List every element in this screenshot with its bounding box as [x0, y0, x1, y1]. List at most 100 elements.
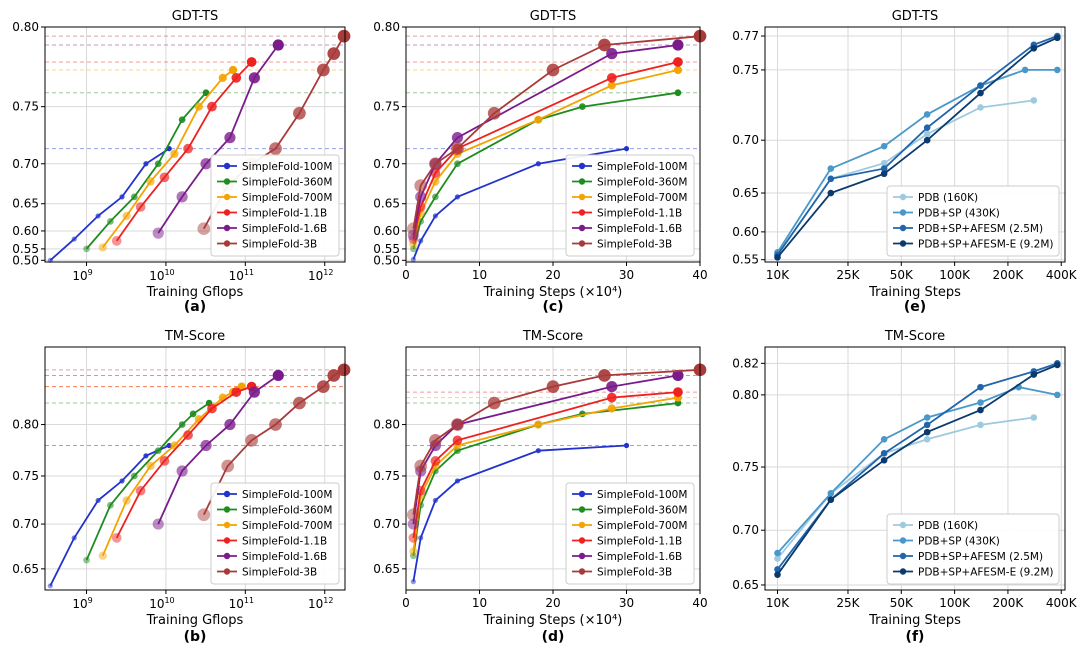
legend: SimpleFold-100M SimpleFold-360M SimpleFold…	[210, 154, 340, 257]
data-point	[327, 47, 341, 60]
data-point	[827, 189, 835, 197]
legend-label: SimpleFold-700M	[242, 192, 332, 204]
data-point	[269, 142, 282, 155]
data-point	[200, 439, 212, 452]
data-point	[170, 149, 179, 158]
data-point	[774, 254, 781, 261]
legend-box	[565, 154, 695, 257]
legend-label: SimpleFold-1.6B	[597, 223, 682, 235]
y-tick-label: 0.60	[373, 224, 400, 238]
legend-marker	[578, 209, 586, 216]
data-point	[534, 420, 543, 429]
legend-label: SimpleFold-360M	[242, 177, 332, 189]
data-point	[47, 583, 53, 589]
y-tick-label: 0.70	[12, 517, 39, 531]
data-point	[673, 57, 683, 67]
data-point	[1054, 361, 1061, 369]
data-point	[189, 410, 197, 418]
data-point	[224, 132, 236, 144]
legend-label: SimpleFold-1.1B	[597, 536, 682, 548]
x-tick-label: 30	[619, 596, 634, 610]
data-point	[71, 236, 77, 242]
y-tick-label: 0.55	[12, 242, 39, 256]
y-tick-label: 0.65	[12, 562, 39, 576]
legend-label: SimpleFold-3B	[242, 567, 317, 579]
data-point	[107, 501, 114, 509]
data-point	[146, 177, 155, 186]
data-point	[231, 387, 242, 397]
data-point	[607, 81, 616, 90]
legend-marker	[578, 162, 586, 170]
x-tick-label: 40	[692, 268, 707, 282]
legend-marker	[899, 240, 907, 247]
panel-label: (d)	[542, 629, 565, 645]
data-point	[154, 160, 162, 168]
data-point	[977, 383, 984, 391]
data-point	[228, 65, 238, 75]
data-point	[410, 579, 416, 585]
legend-label: SimpleFold-1.6B	[597, 551, 682, 563]
data-point	[111, 533, 122, 543]
legend-marker	[899, 521, 907, 529]
data-point	[923, 136, 931, 144]
data-point	[454, 194, 461, 200]
panel-label: (c)	[542, 299, 563, 315]
data-point	[207, 101, 217, 112]
chart-panel-d: 0 10 20 30 40 0.65 0.70 0.75 0.80 TM-Score Trainin…	[373, 329, 707, 645]
y-tick-label: 0.80	[732, 388, 759, 402]
data-point	[880, 456, 888, 464]
data-point	[207, 403, 217, 414]
data-point	[135, 485, 146, 496]
data-point	[152, 227, 164, 239]
data-point	[327, 369, 341, 382]
chart-title: TM-Score	[522, 329, 583, 344]
chart-title: TM-Score	[884, 329, 945, 344]
chart-title: GDT-TS	[530, 9, 577, 24]
legend-marker	[578, 552, 586, 560]
x-tick-label: 200K	[993, 268, 1025, 282]
plot-frame	[44, 346, 346, 591]
legend-label: SimpleFold-1.1B	[242, 208, 327, 220]
data-point	[827, 165, 835, 172]
chart-title: GDT-TS	[172, 9, 219, 24]
data-point	[122, 496, 131, 505]
data-point	[98, 243, 107, 252]
data-point	[452, 435, 463, 446]
chart-panel-a: 109 1010 1011 1012 0.500.55 0.60 0.65 0.70 0.75 0…	[12, 9, 351, 315]
x-tick-label: 400K	[1046, 268, 1078, 282]
series-line	[412, 147, 627, 260]
legend-label: SimpleFold-1.1B	[242, 536, 327, 548]
y-tick-label: 0.55	[373, 242, 400, 256]
y-tick-label: 0.65	[373, 197, 400, 211]
legend-label: PDB (160K)	[918, 520, 978, 532]
data-point	[429, 433, 442, 447]
data-point	[159, 456, 170, 466]
y-tick-label: 0.50	[373, 253, 400, 267]
legend-marker	[223, 162, 231, 170]
data-point	[135, 202, 146, 212]
data-point	[674, 89, 682, 97]
legend-marker	[223, 506, 231, 513]
legend-box	[886, 513, 1060, 585]
legend-label: PDB+SP+AFESM (2.5M)	[918, 551, 1043, 563]
data-point	[923, 124, 931, 131]
data-point	[579, 103, 586, 111]
x-tick-label: 10K	[766, 596, 790, 610]
data-point	[623, 146, 630, 152]
data-point	[170, 441, 179, 450]
data-point	[674, 399, 682, 407]
x-tick-label: 10	[472, 596, 487, 610]
legend-marker	[578, 490, 586, 498]
data-point	[1054, 66, 1061, 74]
chart-panel-e: 10K 25K 50K 100K 200K 400K 0.55 0.60 0.65 0.70 0.7…	[732, 9, 1077, 315]
legend-marker	[223, 209, 231, 216]
legend-marker	[223, 193, 231, 201]
data-point	[1054, 34, 1061, 42]
data-point	[107, 217, 114, 225]
legend-marker	[223, 568, 231, 575]
x-axis-label: Training Steps (×10⁴)	[483, 285, 623, 300]
data-point	[923, 435, 931, 443]
legend-marker	[223, 240, 231, 247]
x-tick-label: 1012	[308, 268, 333, 283]
plot-frame	[44, 26, 346, 263]
